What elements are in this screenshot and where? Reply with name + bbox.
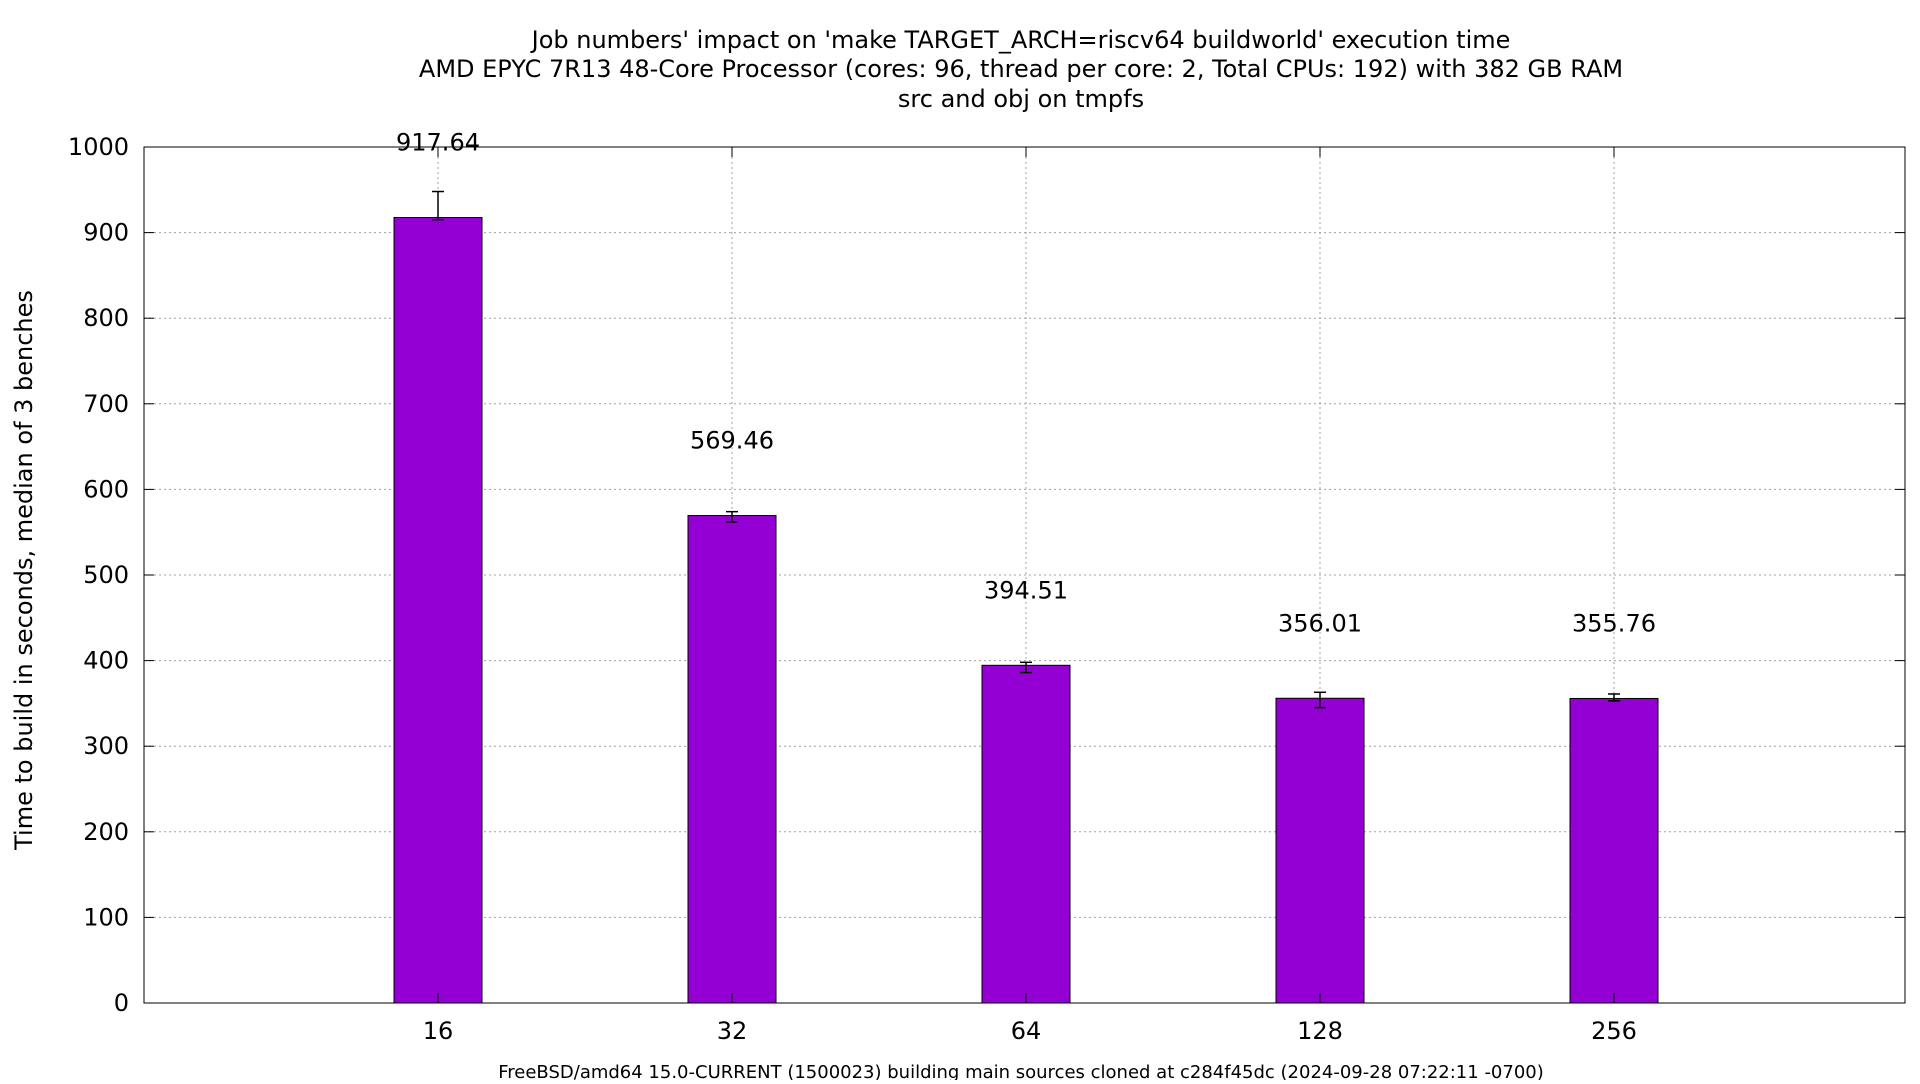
chart-title-line-2: AMD EPYC 7R13 48-Core Processor (cores: … [419,55,1623,83]
y-tick-label: 800 [83,304,129,332]
bar [1275,697,1365,1004]
chart-title-line-3: src and obj on tmpfs [898,85,1144,113]
labels: 0 100 200 300 400 500 600 700 800 900 1000 917.64 16… [68,129,1656,1045]
y-tick-label: 400 [83,647,129,675]
y-tick-label: 500 [83,561,129,589]
y-tick-label: 0 [114,989,129,1017]
bars [393,217,1659,1004]
x-tick-label: 32 [717,1017,748,1045]
bar-value-label: 394.51 [984,576,1068,604]
bar-value-label: 917.64 [396,129,480,157]
y-axis-label: Time to build in seconds, median of 3 be… [10,290,38,851]
bar-value-label: 355.76 [1572,609,1656,637]
error-bars [432,190,1620,709]
bar-value-label: 569.46 [690,427,774,455]
bar-value-label: 356.01 [1278,609,1362,637]
bar [687,515,777,1004]
y-tick-label: 1000 [68,133,129,161]
x-tick-label: 64 [1011,1017,1042,1045]
x-tick-label: 256 [1591,1017,1637,1045]
y-tick-label: 700 [83,390,129,418]
y-tick-label: 200 [83,818,129,846]
y-tick-label: 100 [83,903,129,931]
y-tick-label: 300 [83,732,129,760]
bar [981,664,1071,1004]
plot-border [143,146,1906,1004]
bar [393,217,483,1004]
x-tick-label: 16 [423,1017,454,1045]
y-tick-label: 900 [83,219,129,247]
x-tick-label: 128 [1297,1017,1343,1045]
bar [1569,697,1659,1004]
axes [143,146,1906,1004]
chart-title-line-1: Job numbers' impact on 'make TARGET_ARCH… [530,26,1511,54]
y-tick-label: 600 [83,475,129,503]
x-axis-label: FreeBSD/amd64 15.0-CURRENT (1500023) bui… [498,1062,1544,1080]
